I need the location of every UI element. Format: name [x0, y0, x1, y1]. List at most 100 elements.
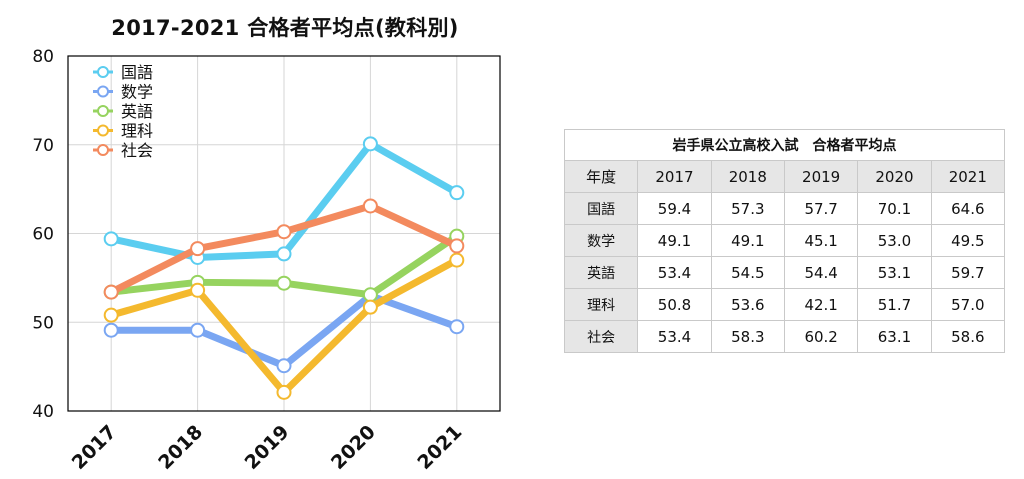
- line-chart: 40 50 60 70 80 2017 2018 2019 2020 2021 国語数学英語理科…: [32, 47, 501, 474]
- legend-item: 理科: [93, 122, 153, 141]
- y-tick-label: 60: [32, 225, 54, 245]
- table-cell: 53.0: [857, 224, 932, 257]
- data-point: [103, 284, 119, 300]
- legend-item: 社会: [93, 141, 153, 160]
- table-cell: 70.1: [857, 192, 932, 225]
- table-header-row: 年度 2017 2018 2019 2020 2021: [563, 160, 1006, 193]
- table-cell: 57.3: [710, 192, 785, 225]
- legend-marker: [97, 124, 109, 137]
- table-cell: 59.4: [637, 192, 712, 225]
- data-point: [103, 322, 119, 338]
- table-row-header: 社会: [563, 320, 639, 353]
- y-tick-label: 70: [32, 136, 54, 156]
- table-cell: 59.7: [930, 256, 1006, 289]
- legend-marker: [97, 85, 109, 98]
- data-point: [276, 224, 292, 240]
- y-tick-label: 40: [32, 402, 54, 422]
- data-point: [449, 319, 465, 335]
- data-point: [362, 299, 378, 315]
- table-cell: 51.7: [857, 288, 932, 321]
- table-cell: 42.1: [783, 288, 859, 321]
- x-tick-label: 2017: [68, 421, 121, 474]
- data-point: [449, 238, 465, 254]
- table-column-header: 2021: [930, 160, 1006, 193]
- table-corner: 年度: [563, 160, 639, 193]
- table-cell: 53.4: [637, 320, 712, 353]
- table-cell: 54.5: [710, 256, 785, 289]
- table-cell: 45.1: [783, 224, 859, 257]
- table-row: 数学 49.1 49.1 45.1 53.0 49.5: [563, 224, 1006, 257]
- table-row: 国語 59.4 57.3 57.7 70.1 64.6: [563, 192, 1006, 225]
- legend-label: 数学: [121, 83, 153, 102]
- data-point: [103, 231, 119, 247]
- legend-marker: [97, 144, 109, 156]
- data-point: [103, 307, 119, 323]
- y-tick-label: 80: [32, 47, 54, 67]
- legend-marker: [97, 105, 109, 117]
- table-cell: 57.0: [930, 288, 1006, 321]
- table-cell: 49.1: [710, 224, 785, 257]
- legend-item: 数学: [93, 83, 153, 102]
- x-tick-label: 2018: [154, 421, 207, 474]
- data-point: [276, 246, 292, 262]
- legend-item: 英語: [93, 102, 153, 121]
- table-column-header: 2018: [710, 160, 785, 193]
- table-cell: 49.5: [930, 224, 1006, 257]
- table-cell: 58.3: [710, 320, 785, 353]
- data-point: [190, 322, 206, 338]
- data-point: [276, 384, 292, 400]
- x-tick-label: 2020: [327, 421, 380, 474]
- table-column-header: 2020: [857, 160, 932, 193]
- table-cell: 60.2: [783, 320, 859, 353]
- table-caption: 岩手県公立高校入試 合格者平均点: [564, 129, 1005, 161]
- table-cell: 63.1: [857, 320, 932, 353]
- x-tick-label: 2019: [241, 421, 294, 474]
- legend-label: 英語: [121, 102, 153, 121]
- chart-title: 2017-2021 合格者平均点(教科別): [111, 16, 459, 40]
- table-cell: 58.6: [930, 320, 1006, 353]
- table-body: 国語 59.4 57.3 57.7 70.1 64.6 数学 49.1 49.1 45.1 53.0…: [563, 192, 1006, 353]
- table-cell: 50.8: [637, 288, 712, 321]
- table-cell: 49.1: [637, 224, 712, 257]
- table-cell: 64.6: [930, 192, 1006, 225]
- data-point: [362, 136, 378, 152]
- table-cell: 54.4: [783, 256, 859, 289]
- table-row-header: 国語: [563, 192, 639, 225]
- legend-label: 社会: [121, 141, 153, 160]
- data-point: [362, 287, 378, 303]
- table-row-header: 数学: [563, 224, 639, 257]
- series-5: [103, 198, 465, 300]
- data-point: [276, 275, 292, 291]
- table-cell: 57.7: [783, 192, 859, 225]
- table-cell: 53.6: [710, 288, 785, 321]
- legend-label: 国語: [121, 63, 153, 82]
- score-table: 岩手県公立高校入試 合格者平均点 年度 2017 2018 2019 2020 2021…: [563, 129, 1006, 353]
- table-row: 英語 53.4 54.5 54.4 53.1 59.7: [563, 256, 1006, 289]
- x-axis: 2017 2018 2019 2020 2021: [68, 421, 467, 474]
- series-4: [103, 252, 465, 400]
- y-axis: 40 50 60 70 80: [32, 47, 54, 422]
- data-point: [362, 198, 378, 214]
- x-tick-label: 2021: [413, 421, 466, 474]
- table-row-header: 英語: [563, 256, 639, 289]
- table-column-header: 2017: [637, 160, 712, 193]
- data-point: [449, 252, 465, 268]
- data-point: [190, 282, 206, 298]
- table-cell: 53.1: [857, 256, 932, 289]
- data-point: [449, 185, 465, 201]
- legend-marker: [97, 66, 109, 78]
- y-tick-label: 50: [32, 313, 54, 333]
- legend-label: 理科: [121, 122, 153, 141]
- table-cell: 53.4: [637, 256, 712, 289]
- table-row: 理科 50.8 53.6 42.1 51.7 57.0: [563, 288, 1006, 321]
- table-row: 社会 53.4 58.3 60.2 63.1 58.6: [563, 320, 1006, 353]
- data-point: [276, 358, 292, 374]
- table-row-header: 理科: [563, 288, 639, 321]
- plot-area: [67, 55, 501, 412]
- legend-item: 国語: [93, 63, 153, 82]
- series-lines: [103, 136, 465, 400]
- data-point: [190, 241, 206, 257]
- table-column-header: 2019: [783, 160, 859, 193]
- series-1: [103, 136, 465, 265]
